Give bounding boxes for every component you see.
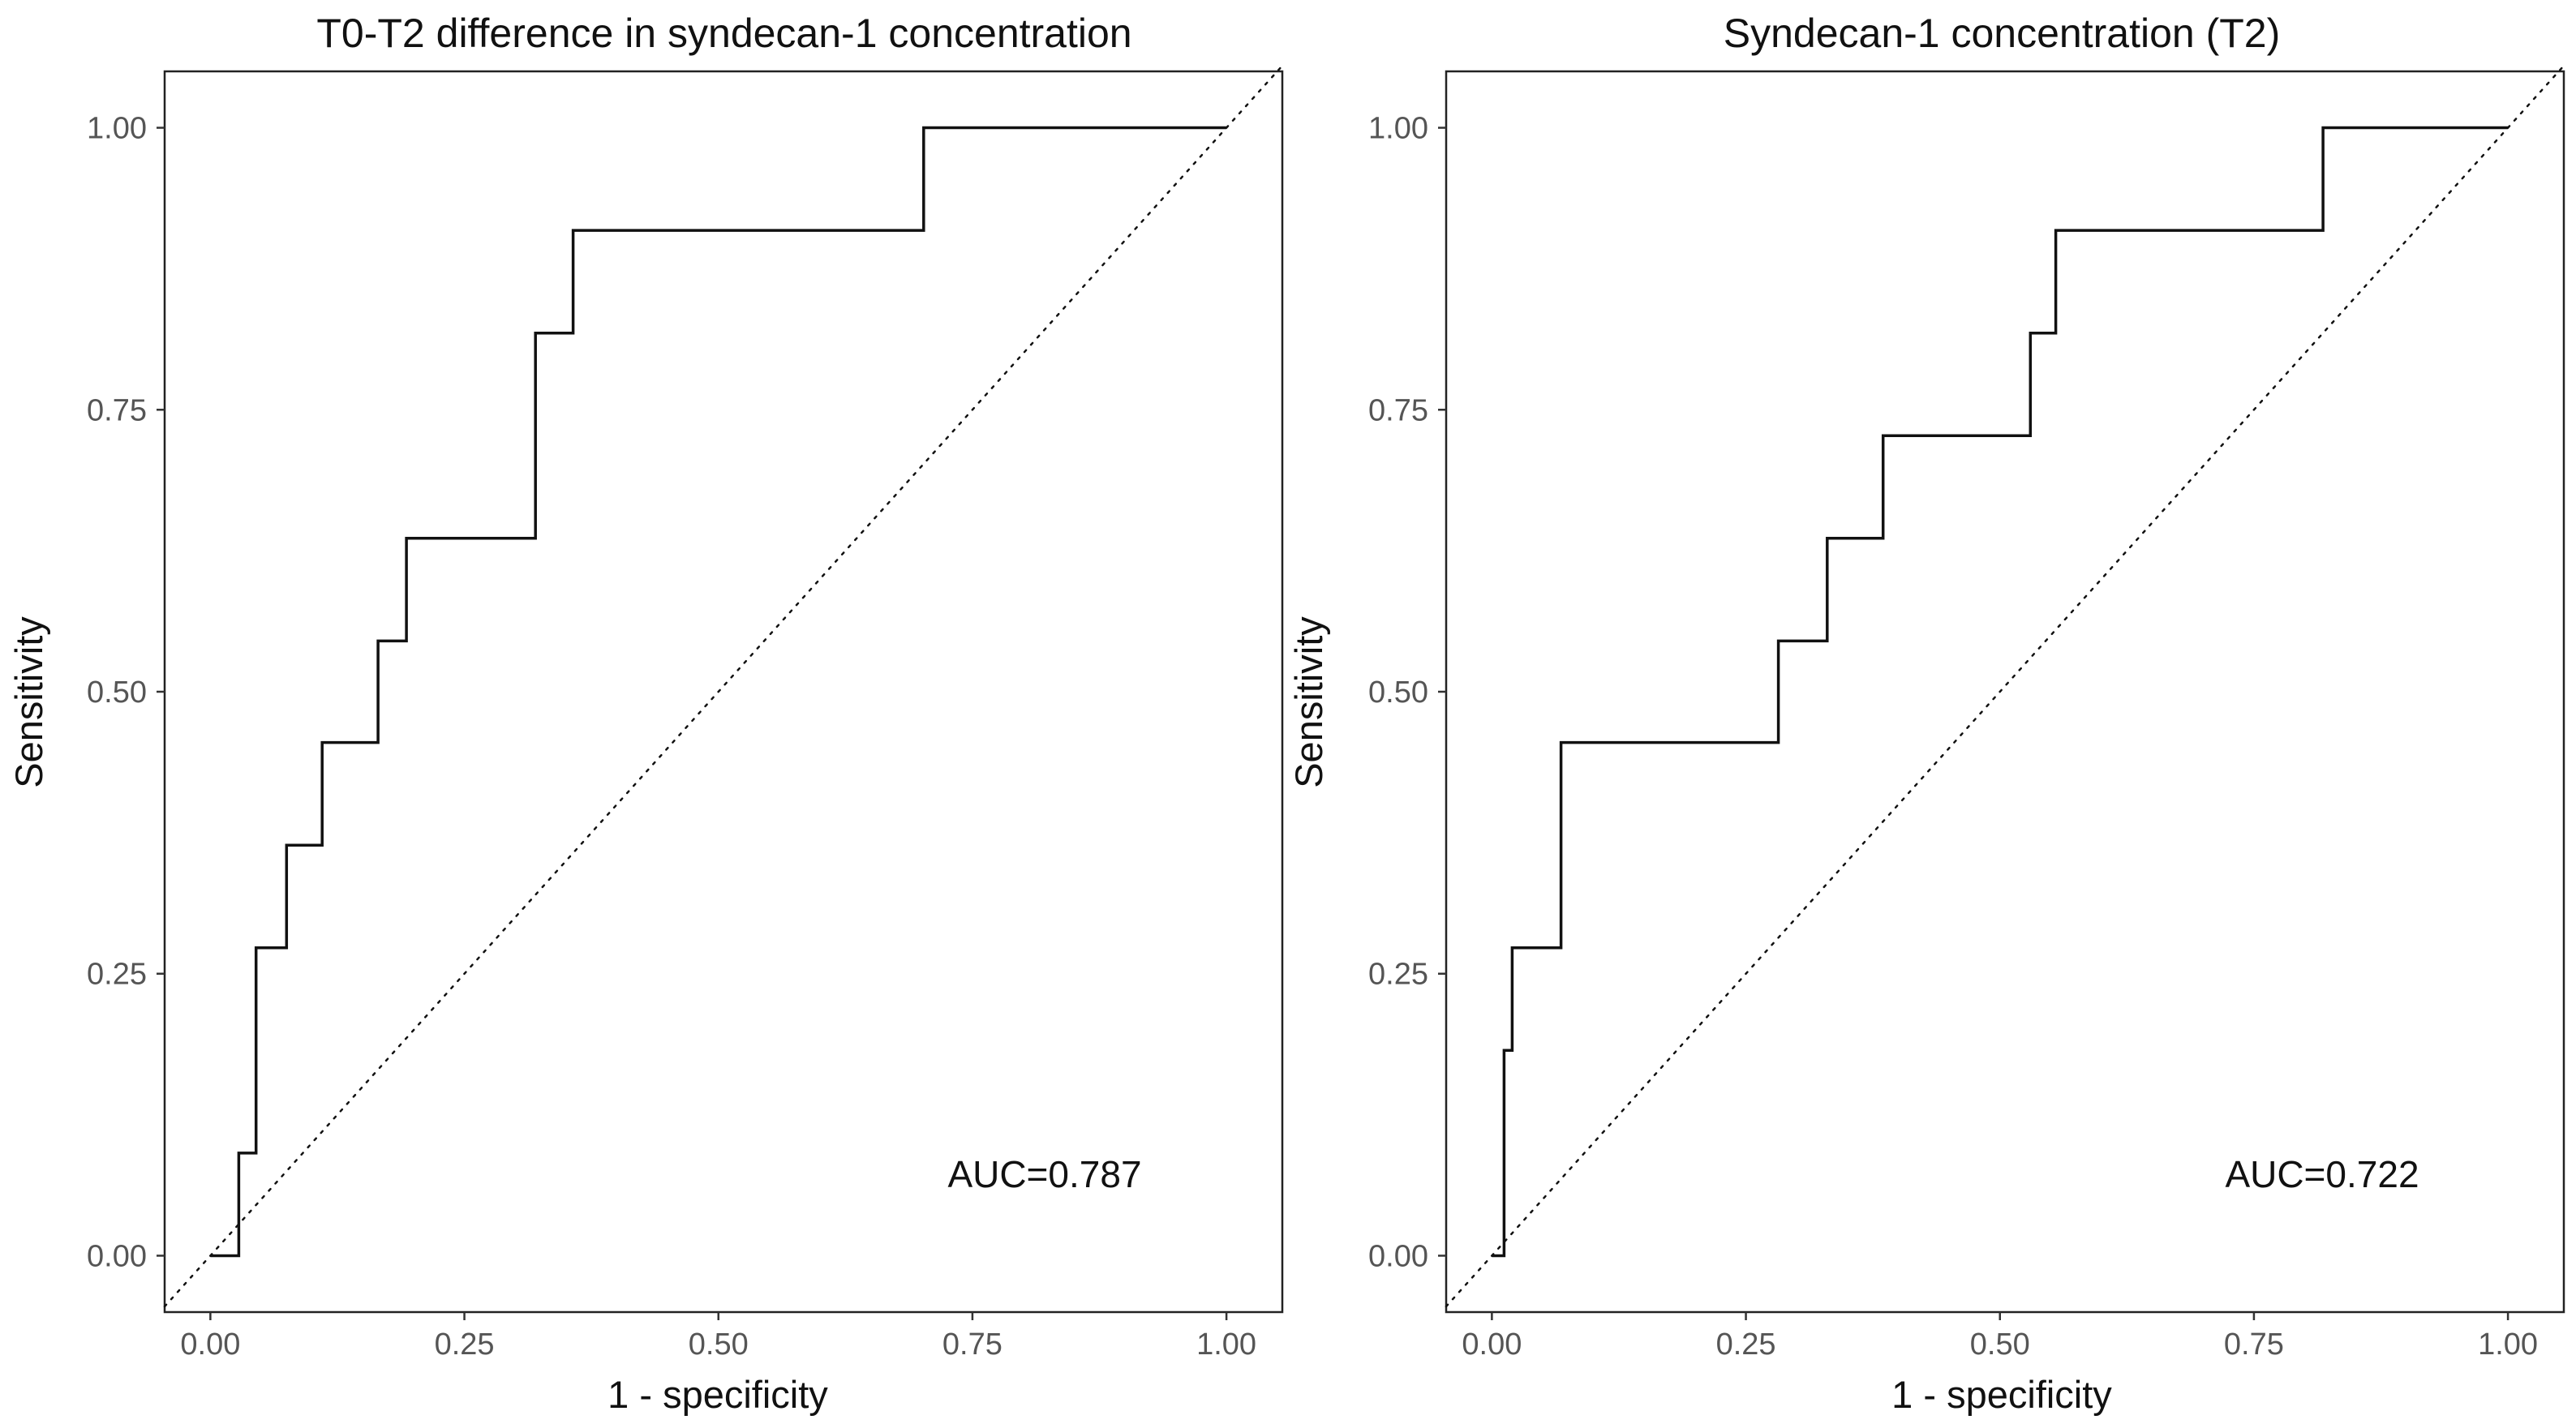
- x-tick-label: 0.75: [942, 1327, 1002, 1362]
- x-tick-label: 0.25: [435, 1327, 495, 1362]
- x-tick-label: 0.50: [689, 1327, 749, 1362]
- y-tick-label: 0.25: [87, 958, 147, 992]
- y-tick-label: 0.50: [87, 676, 147, 710]
- x-tick-label: 0.75: [2224, 1327, 2284, 1362]
- x-tick-label: 1.00: [2478, 1327, 2538, 1362]
- chart-title: Syndecan-1 concentration (T2): [1724, 11, 2280, 56]
- reference-diagonal-line: [1445, 64, 2565, 1308]
- x-tick-label: 0.00: [1462, 1327, 1522, 1362]
- x-tick-label: 1.00: [1196, 1327, 1256, 1362]
- y-axis-label: Sensitivity: [1287, 616, 1330, 788]
- auc-annotation: AUC=0.787: [947, 1153, 1141, 1195]
- x-axis-label: 1 - specificity: [1891, 1373, 2112, 1416]
- x-tick-label: 0.00: [180, 1327, 240, 1362]
- y-tick-label: 0.25: [1368, 958, 1428, 992]
- plot-frame: [1445, 70, 2565, 1314]
- roc-curve: [1492, 126, 2509, 1258]
- x-tick-label: 0.50: [1970, 1327, 2030, 1362]
- tick-label-group: 0.00 0.25 0.50 0.75 1.00 0.00 0.25 0.50 0.75 1.00: [87, 112, 1256, 1362]
- chart-title: T0-T2 difference in syndecan-1 concentra…: [316, 11, 1131, 56]
- y-tick-label: 0.75: [87, 393, 147, 427]
- y-tick-label: 0.50: [1368, 676, 1428, 710]
- y-tick-label: 0.00: [1368, 1239, 1428, 1273]
- roc-curve: [210, 126, 1227, 1258]
- y-tick-label: 0.00: [87, 1239, 147, 1273]
- tick-group: [1438, 127, 2509, 1320]
- plot-frame: [163, 70, 1284, 1314]
- roc-panel-left: T0-T2 difference in syndecan-1 concentra…: [7, 11, 1284, 1416]
- tick-group: [157, 127, 1228, 1320]
- auc-annotation: AUC=0.722: [2225, 1153, 2419, 1195]
- y-tick-label: 0.75: [1368, 393, 1428, 427]
- y-axis-label: Sensitivity: [7, 616, 50, 788]
- roc-panel-right: Syndecan-1 concentration (T2) 0.00 0.25 0.…: [1287, 11, 2565, 1416]
- reference-diagonal-line: [163, 64, 1284, 1308]
- tick-label-group: 0.00 0.25 0.50 0.75 1.00 0.00 0.25 0.50 0.75 1.00: [1368, 112, 2538, 1362]
- x-axis-label: 1 - specificity: [608, 1373, 828, 1416]
- y-tick-label: 1.00: [1368, 112, 1428, 146]
- x-tick-label: 0.25: [1716, 1327, 1776, 1362]
- y-tick-label: 1.00: [87, 112, 147, 146]
